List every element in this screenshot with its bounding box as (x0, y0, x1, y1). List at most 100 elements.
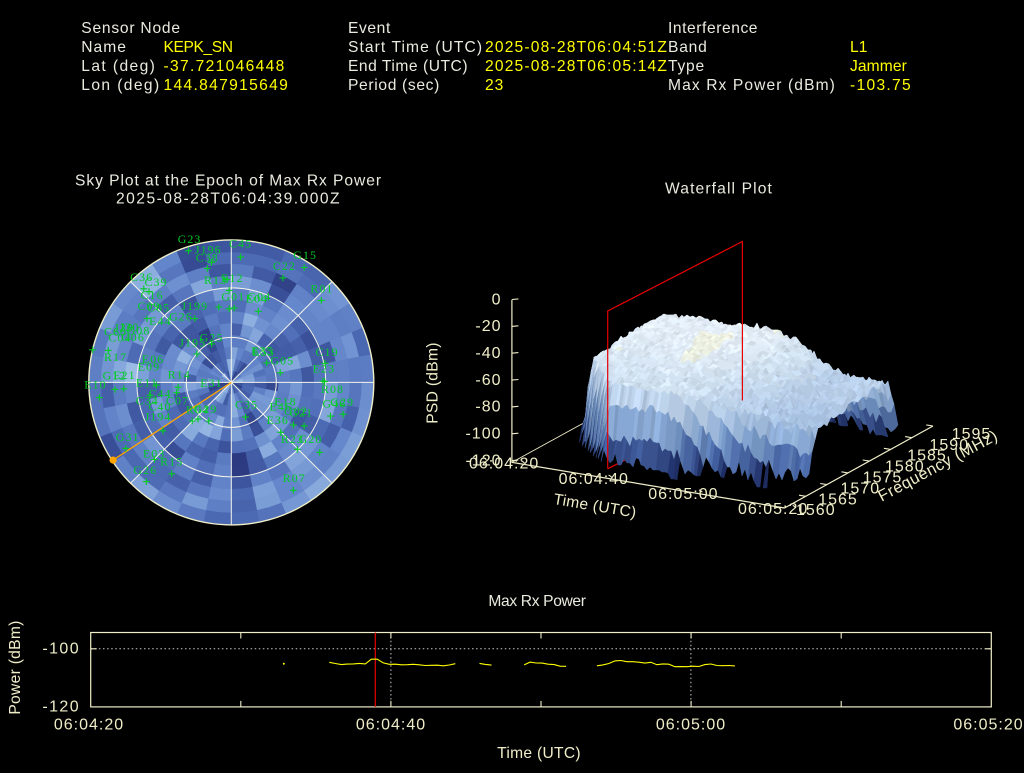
svg-text:E18: E18 (274, 394, 296, 408)
svg-text:C07: C07 (166, 394, 189, 408)
svg-text:G26: G26 (133, 463, 157, 477)
svg-text:1580: 1580 (885, 459, 925, 476)
svg-text:G12: G12 (103, 369, 127, 383)
svg-text:G04: G04 (248, 290, 272, 304)
svg-text:2025-08-28T06:05:14Z: 2025-08-28T06:05:14Z (485, 58, 668, 75)
svg-text:Sky Plot at the Epoch of Max R: Sky Plot at the Epoch of Max Rx Power (75, 173, 382, 190)
svg-text:1570: 1570 (841, 480, 881, 497)
svg-text:Event: Event (348, 20, 391, 37)
svg-text:E03: E03 (143, 446, 165, 460)
svg-text:R13: R13 (204, 273, 227, 287)
svg-text:144.847915649: 144.847915649 (164, 77, 290, 94)
svg-text:Period (sec): Period (sec) (348, 77, 440, 94)
svg-text:E06: E06 (142, 352, 164, 366)
svg-text:C22: C22 (273, 259, 296, 273)
svg-text:J195: J195 (179, 336, 206, 350)
svg-text:-100: -100 (42, 641, 80, 658)
svg-text:Jammer: Jammer (850, 58, 907, 75)
svg-text:1575: 1575 (863, 470, 903, 487)
svg-text:KEPK_SN: KEPK_SN (164, 39, 233, 56)
svg-text:C44: C44 (148, 387, 171, 401)
svg-text:06:04:20: 06:04:20 (54, 717, 124, 734)
svg-text:PSD (dBm): PSD (dBm) (425, 342, 442, 424)
svg-text:Name: Name (81, 39, 127, 56)
svg-text:06:05:00: 06:05:00 (648, 486, 718, 503)
svg-text:06:04:40: 06:04:40 (559, 471, 629, 488)
svg-text:06:05:20: 06:05:20 (953, 717, 1023, 734)
svg-text:G21: G21 (289, 405, 313, 419)
svg-text:G06: G06 (121, 330, 145, 344)
svg-text:-120: -120 (465, 452, 501, 469)
svg-text:Waterfall Plot: Waterfall Plot (665, 181, 773, 198)
svg-text:R01: R01 (310, 282, 333, 296)
svg-text:Lat (deg): Lat (deg) (81, 58, 156, 75)
svg-text:-60: -60 (475, 372, 501, 389)
svg-text:G26: G26 (169, 310, 193, 324)
svg-text:-37.721046448: -37.721046448 (164, 58, 286, 75)
svg-text:C39: C39 (144, 275, 167, 289)
svg-text:C45: C45 (229, 237, 252, 251)
svg-text:06:05:00: 06:05:00 (656, 717, 726, 734)
svg-text:E31: E31 (200, 376, 222, 390)
svg-text:G01: G01 (221, 290, 245, 304)
svg-text:-20: -20 (475, 318, 501, 335)
svg-text:C35: C35 (235, 398, 258, 412)
svg-text:E35: E35 (251, 344, 273, 358)
svg-text:C36: C36 (130, 270, 153, 284)
svg-text:J199: J199 (181, 299, 208, 313)
svg-text:G25: G25 (200, 331, 224, 345)
svg-text:R15: R15 (160, 454, 183, 468)
svg-text:C04: C04 (108, 331, 131, 345)
svg-text:G15: G15 (293, 248, 317, 262)
svg-text:G02: G02 (284, 404, 308, 418)
svg-text:R08: R08 (321, 382, 344, 396)
svg-text:1560: 1560 (796, 502, 836, 519)
svg-text:G31: G31 (116, 430, 140, 444)
svg-text:R17: R17 (104, 350, 127, 364)
svg-text:Lon (deg): Lon (deg) (81, 77, 160, 94)
svg-text:-120: -120 (42, 699, 80, 716)
svg-text:C19: C19 (316, 345, 339, 359)
svg-text:J30: J30 (120, 320, 140, 334)
svg-text:J194: J194 (145, 409, 172, 423)
svg-text:C60: C60 (104, 325, 127, 339)
svg-text:R23: R23 (281, 432, 304, 446)
svg-text:06:05:20: 06:05:20 (738, 501, 808, 518)
svg-text:1585: 1585 (907, 448, 947, 465)
svg-text:G29: G29 (194, 402, 218, 416)
svg-text:Max Rx Power (dBm): Max Rx Power (dBm) (668, 77, 836, 94)
svg-text:End Time (UTC): End Time (UTC) (348, 58, 468, 75)
svg-text:E12: E12 (221, 271, 243, 285)
svg-text:C34: C34 (136, 394, 159, 408)
svg-text:1590: 1590 (930, 437, 970, 454)
svg-text:Power (dBm): Power (dBm) (7, 620, 24, 714)
svg-text:C09: C09 (137, 299, 160, 313)
svg-text:E46: E46 (269, 400, 291, 414)
svg-text:J196: J196 (195, 242, 222, 256)
svg-text:L1: L1 (850, 39, 868, 56)
svg-text:Start Time (UTC): Start Time (UTC) (348, 39, 483, 56)
svg-text:R07: R07 (283, 471, 306, 485)
svg-text:C05: C05 (147, 301, 170, 315)
svg-text:C16: C16 (141, 288, 164, 302)
svg-text:1595: 1595 (952, 426, 992, 443)
svg-text:23: 23 (485, 77, 504, 94)
svg-text:E04: E04 (246, 292, 268, 306)
svg-text:0: 0 (492, 291, 502, 308)
svg-text:1565: 1565 (818, 491, 858, 508)
svg-text:E23: E23 (313, 362, 335, 376)
svg-text:Max Rx Power: Max Rx Power (488, 593, 585, 610)
svg-text:06:04:20: 06:04:20 (469, 456, 539, 473)
svg-text:-103.75: -103.75 (850, 77, 912, 94)
svg-text:C40: C40 (148, 400, 171, 414)
svg-text:-40: -40 (475, 345, 501, 362)
svg-text:E10: E10 (84, 378, 106, 392)
svg-text:R14: R14 (168, 368, 191, 382)
svg-text:J20: J20 (114, 321, 134, 335)
svg-text:-100: -100 (465, 426, 501, 443)
svg-text:E53: E53 (252, 345, 274, 359)
svg-text:Interference: Interference (668, 20, 758, 37)
svg-text:2025-08-28T06:04:51Z: 2025-08-28T06:04:51Z (485, 39, 668, 56)
svg-text:2025-08-28T06:04:39.000Z: 2025-08-28T06:04:39.000Z (116, 191, 341, 208)
svg-text:-80: -80 (475, 399, 501, 416)
